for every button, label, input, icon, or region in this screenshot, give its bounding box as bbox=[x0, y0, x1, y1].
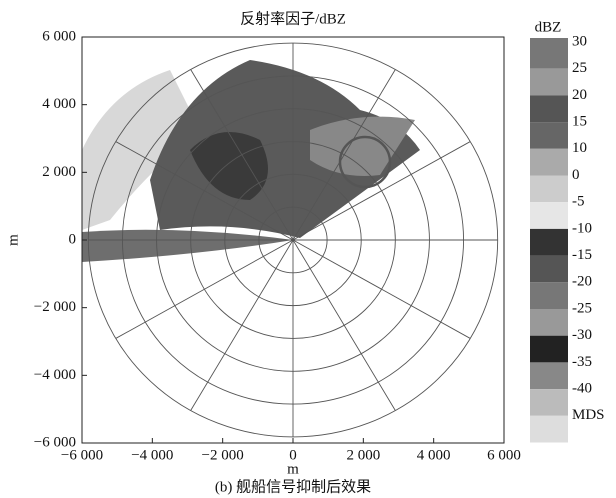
azimuth-line bbox=[190, 239, 294, 411]
caption: (b) 舰船信号抑制后效果 bbox=[215, 478, 371, 495]
echo bbox=[82, 229, 293, 262]
colorbar-band bbox=[530, 362, 568, 390]
colorbar-label: 15 bbox=[572, 114, 587, 130]
colorbar-label: -20 bbox=[572, 274, 592, 290]
azimuth-line bbox=[190, 69, 294, 241]
x-tick-label: −4 000 bbox=[131, 447, 173, 463]
y-tick-label: 0 bbox=[69, 231, 77, 247]
colorbar-band bbox=[530, 95, 568, 123]
x-tick-label: −2 000 bbox=[202, 447, 244, 463]
azimuth-line bbox=[292, 69, 396, 241]
echo bbox=[150, 60, 420, 238]
colorbar-band bbox=[530, 68, 568, 96]
colorbar-label: -35 bbox=[572, 354, 592, 370]
azimuth-line bbox=[115, 141, 294, 241]
colorbar-band bbox=[530, 38, 568, 69]
colorbar-label: 10 bbox=[572, 140, 587, 156]
colorbar-label: MDS bbox=[572, 407, 605, 423]
y-tick-label: 2 000 bbox=[42, 164, 76, 180]
y-tick-label: 6 000 bbox=[42, 28, 76, 44]
echo bbox=[82, 70, 200, 230]
y-axis-label: m bbox=[5, 234, 21, 246]
y-tick-label: 4 000 bbox=[42, 96, 76, 112]
colorbar-label: 25 bbox=[572, 60, 587, 76]
colorbar-band bbox=[530, 415, 568, 443]
azimuth-line bbox=[115, 239, 294, 339]
colorbar-label: -30 bbox=[572, 327, 592, 343]
colorbar-band bbox=[530, 148, 568, 176]
colorbar-label: -40 bbox=[572, 381, 592, 397]
y-tick-label: −4 000 bbox=[34, 367, 76, 383]
colorbar-label: -25 bbox=[572, 300, 592, 316]
colorbar-band bbox=[530, 255, 568, 283]
colorbar-label: 30 bbox=[572, 33, 587, 49]
azimuth-line bbox=[292, 239, 471, 339]
colorbar-label: -15 bbox=[572, 247, 592, 263]
colorbar-label: 0 bbox=[572, 167, 580, 183]
x-tick-label: 6 000 bbox=[487, 447, 521, 463]
colorbar-band bbox=[530, 309, 568, 336]
colorbar-band bbox=[530, 228, 568, 256]
y-tick-label: −2 000 bbox=[34, 299, 76, 315]
colorbar-band bbox=[530, 202, 568, 229]
x-tick-label: 2 000 bbox=[346, 447, 380, 463]
colorbar-label: -5 bbox=[572, 194, 585, 210]
colorbar-band bbox=[530, 282, 568, 309]
colorbar-band bbox=[530, 175, 568, 203]
chart-title: 反射率因子/dBZ bbox=[240, 10, 346, 27]
echo-layer bbox=[82, 60, 420, 262]
x-tick-label: −6 000 bbox=[61, 447, 103, 463]
x-tick-label: 0 bbox=[289, 447, 297, 463]
echo bbox=[190, 132, 268, 200]
x-tick-label: 4 000 bbox=[417, 447, 451, 463]
x-axis-label: m bbox=[287, 461, 299, 477]
colorbar-band bbox=[530, 389, 568, 416]
y-tick-label: −6 000 bbox=[34, 434, 76, 450]
azimuth-line bbox=[292, 141, 471, 241]
azimuth-line bbox=[292, 239, 396, 411]
colorbar-label: 20 bbox=[572, 87, 587, 103]
colorbar-band bbox=[530, 122, 568, 149]
polar-grid bbox=[87, 42, 499, 438]
colorbar-title: dBZ bbox=[535, 19, 562, 35]
colorbar-label: -10 bbox=[572, 220, 592, 236]
colorbar-band bbox=[530, 335, 568, 363]
